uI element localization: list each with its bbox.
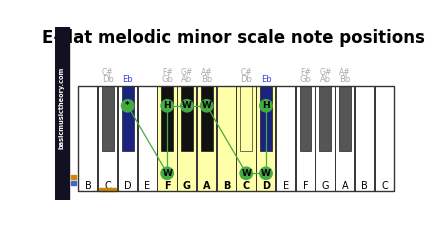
Text: Eb: Eb <box>122 75 133 84</box>
Text: D: D <box>262 181 270 191</box>
Circle shape <box>201 100 213 112</box>
Text: W: W <box>202 101 212 110</box>
Circle shape <box>181 100 193 112</box>
Circle shape <box>161 100 173 112</box>
Text: C#: C# <box>240 68 252 77</box>
Text: C: C <box>242 181 250 191</box>
Bar <box>260 86 272 151</box>
Text: A: A <box>342 181 348 191</box>
Text: H: H <box>163 101 171 110</box>
Bar <box>256 86 275 191</box>
Text: B: B <box>223 181 230 191</box>
Bar <box>98 86 117 191</box>
Text: B: B <box>85 181 92 191</box>
Text: C: C <box>105 181 111 191</box>
Bar <box>118 86 137 191</box>
Circle shape <box>260 100 272 112</box>
Bar <box>201 86 213 151</box>
Text: *: * <box>125 101 130 110</box>
Bar <box>70 175 76 179</box>
Bar <box>236 86 256 191</box>
Bar <box>158 86 176 191</box>
Bar <box>181 86 193 151</box>
Bar <box>335 86 354 191</box>
Text: Eb: Eb <box>260 75 271 84</box>
Text: G#: G# <box>319 68 331 77</box>
Bar <box>240 86 252 151</box>
Circle shape <box>161 167 173 180</box>
Text: G#: G# <box>181 68 193 77</box>
Text: G: G <box>322 181 329 191</box>
Text: Db: Db <box>240 75 252 84</box>
Text: F#: F# <box>300 68 311 77</box>
Text: Gb: Gb <box>161 75 173 84</box>
Text: Bb: Bb <box>339 75 351 84</box>
Text: F#: F# <box>162 68 172 77</box>
Text: A: A <box>203 181 210 191</box>
Text: F: F <box>303 181 308 191</box>
Bar <box>375 86 394 191</box>
Bar <box>70 181 76 185</box>
Text: A#: A# <box>339 68 351 77</box>
Bar <box>78 86 98 191</box>
Circle shape <box>121 100 134 112</box>
Text: Ab: Ab <box>181 75 193 84</box>
Text: B: B <box>361 181 368 191</box>
Text: W: W <box>261 169 271 178</box>
Text: C: C <box>381 181 388 191</box>
Bar <box>300 86 312 151</box>
Bar <box>102 86 114 151</box>
Bar <box>216 86 236 191</box>
Bar <box>99 188 116 191</box>
Bar <box>355 86 374 191</box>
Text: Db: Db <box>102 75 114 84</box>
Text: E: E <box>144 181 150 191</box>
Bar <box>296 86 315 191</box>
Text: W: W <box>162 169 172 178</box>
Bar <box>197 86 216 191</box>
Text: E: E <box>282 181 289 191</box>
Bar <box>122 86 134 151</box>
Text: W: W <box>241 169 251 178</box>
Text: D: D <box>124 181 132 191</box>
Circle shape <box>260 167 272 180</box>
Text: Bb: Bb <box>201 75 213 84</box>
Bar <box>55 27 69 200</box>
Text: H: H <box>262 101 270 110</box>
Text: C#: C# <box>102 68 114 77</box>
Text: F: F <box>164 181 170 191</box>
Text: W: W <box>182 101 192 110</box>
Bar <box>78 86 394 191</box>
Text: Gb: Gb <box>300 75 312 84</box>
Bar <box>177 86 196 191</box>
Bar <box>276 86 295 191</box>
Text: G: G <box>183 181 191 191</box>
Bar <box>315 86 335 191</box>
Text: Ab: Ab <box>320 75 331 84</box>
Bar <box>339 86 351 151</box>
Text: E-flat melodic minor scale note positions: E-flat melodic minor scale note position… <box>42 29 425 47</box>
Text: basicmusictheory.com: basicmusictheory.com <box>59 67 65 149</box>
Bar <box>138 86 157 191</box>
Text: A#: A# <box>201 68 213 77</box>
Bar <box>319 86 331 151</box>
Circle shape <box>240 167 253 180</box>
Bar <box>161 86 173 151</box>
